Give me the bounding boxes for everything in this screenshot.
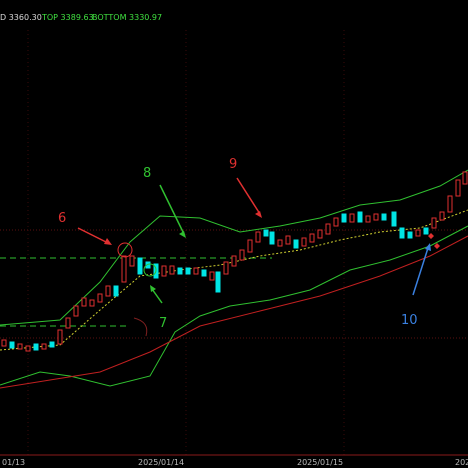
candle xyxy=(161,265,167,277)
arrow-head xyxy=(179,231,186,238)
candle xyxy=(439,211,445,221)
arrow-head xyxy=(255,211,262,218)
candle xyxy=(301,237,307,247)
arrow xyxy=(236,177,261,215)
candle xyxy=(309,233,315,243)
candle xyxy=(65,317,71,329)
candle xyxy=(285,235,291,245)
arrow-head xyxy=(425,243,431,251)
candle xyxy=(391,211,397,227)
candles xyxy=(1,171,468,352)
candle xyxy=(113,285,119,297)
candle xyxy=(333,217,339,227)
candle xyxy=(49,341,55,348)
candle xyxy=(201,269,207,277)
candle xyxy=(239,249,245,261)
candle xyxy=(41,343,47,350)
candle xyxy=(9,341,15,349)
candle xyxy=(431,217,437,229)
candle xyxy=(247,239,253,253)
arrow-head xyxy=(150,285,156,292)
mid-value: D 3360.30 xyxy=(0,13,42,22)
annotation: 10 xyxy=(401,313,418,328)
candle xyxy=(263,229,269,237)
candle xyxy=(423,227,429,235)
candle xyxy=(349,213,355,223)
candle xyxy=(341,213,347,223)
candle xyxy=(223,261,229,275)
marker-circle xyxy=(117,242,133,258)
x-label: 2025/01/15 xyxy=(297,458,343,467)
mid-band xyxy=(0,209,468,351)
candle xyxy=(105,285,111,297)
candle xyxy=(97,293,103,303)
upper-band xyxy=(0,169,468,326)
candle xyxy=(399,227,405,239)
candle xyxy=(209,271,215,281)
candle xyxy=(89,299,95,307)
arrow xyxy=(159,184,185,235)
candle xyxy=(169,265,175,275)
lower-band xyxy=(0,225,468,387)
arrow xyxy=(77,227,111,245)
signal-diamonds xyxy=(428,233,440,249)
candle xyxy=(73,305,79,317)
x-label: 202 xyxy=(455,458,468,467)
candle xyxy=(325,223,331,235)
candle xyxy=(415,229,421,237)
x-label: 2025/01/14 xyxy=(138,458,184,467)
candle xyxy=(357,211,363,223)
x-label: 01/13 xyxy=(2,458,25,467)
annotation: 7 xyxy=(159,316,167,331)
candle xyxy=(177,267,183,275)
candle xyxy=(193,267,199,275)
candle xyxy=(317,229,323,239)
marker-arc xyxy=(133,317,148,337)
candle xyxy=(33,343,39,351)
arrow-head xyxy=(104,238,112,245)
candle xyxy=(255,231,261,243)
candle xyxy=(17,343,23,350)
top-value: TOP 3389.63 xyxy=(41,13,94,22)
arrow xyxy=(412,247,429,296)
candle xyxy=(121,255,127,283)
candle xyxy=(185,267,191,275)
candle xyxy=(137,257,143,275)
candle xyxy=(81,297,87,307)
moving-average xyxy=(0,235,468,389)
annotation: 8 xyxy=(143,166,151,181)
annotation: 6 xyxy=(58,211,66,226)
marker-circle xyxy=(143,263,157,277)
candle xyxy=(365,215,371,223)
annotation: 9 xyxy=(229,157,237,172)
candle xyxy=(25,345,31,352)
candle xyxy=(215,271,221,293)
candle xyxy=(381,213,387,221)
arrow xyxy=(151,288,163,304)
bottom-value: BOTTOM 3330.97 xyxy=(92,13,162,22)
candle xyxy=(462,171,468,185)
candle xyxy=(293,239,299,249)
candle xyxy=(407,231,413,239)
candle xyxy=(57,329,63,345)
candle xyxy=(455,179,461,197)
candle xyxy=(231,255,237,267)
candle xyxy=(129,255,135,267)
candle xyxy=(277,239,283,247)
candle xyxy=(447,195,453,213)
candle xyxy=(373,213,379,221)
candle xyxy=(1,339,7,347)
candle xyxy=(269,231,275,245)
